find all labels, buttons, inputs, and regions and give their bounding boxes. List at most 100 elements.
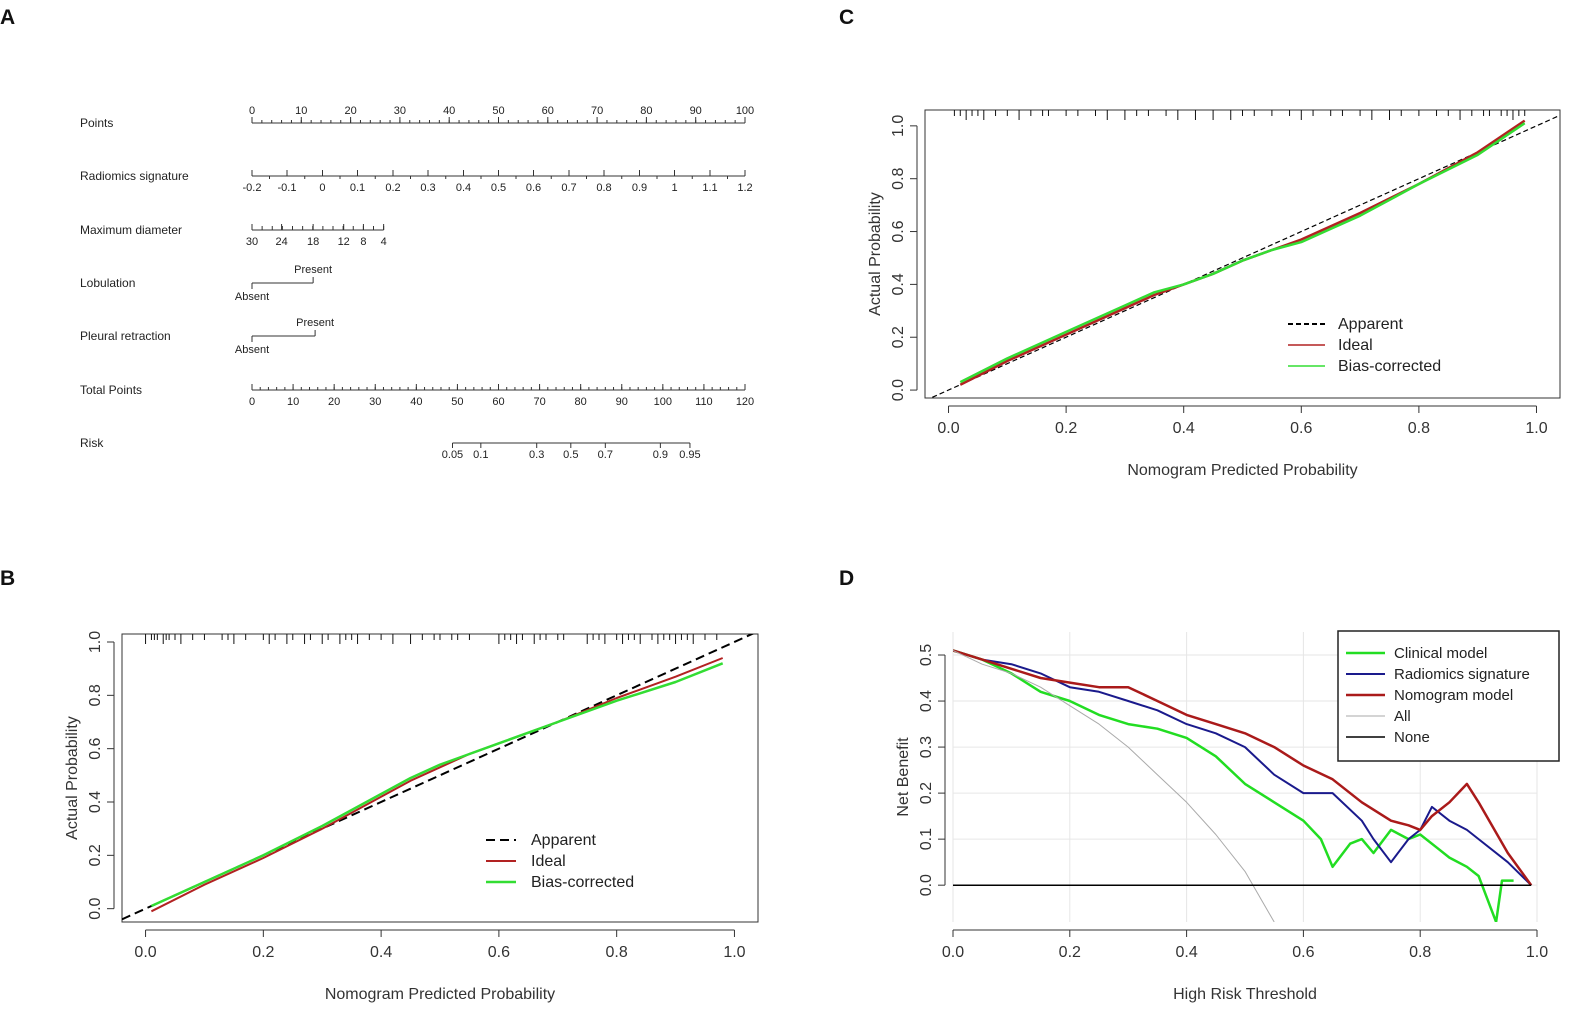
- x-tick-label: 0.0: [937, 420, 959, 437]
- nomogram-tick-label: 12: [338, 236, 350, 248]
- nomogram-tick-label: -0.1: [278, 182, 297, 194]
- x-tick-label: 0.2: [252, 944, 274, 961]
- nomogram-level-label: Absent: [235, 291, 269, 303]
- nomogram-level-label: Present: [294, 264, 332, 276]
- x-tick-label: 1.0: [1526, 944, 1548, 961]
- nomogram-tick-label: 24: [275, 236, 287, 248]
- decision-curve-chart: 0.0 0.2 0.4 0.6 0.8 1.0 0.0 0.1 0.2 0.3 0.4 0.5 High…: [895, 630, 1560, 1003]
- nomogram-tick-label: 0.6: [526, 182, 541, 194]
- nomogram-tick-label: 0.2: [385, 182, 400, 194]
- nomogram-tick-label: 0.5: [563, 449, 578, 461]
- nomogram-tick-label: 0.7: [598, 449, 613, 461]
- nomogram-tick-label: 60: [542, 105, 554, 117]
- series-line-nomogram-model: [953, 649, 1533, 886]
- x-tick-label: 0.2: [1055, 420, 1077, 437]
- nomogram-level-label: Absent: [235, 344, 269, 356]
- legend-label: Radiomics signature: [1394, 666, 1530, 683]
- nomogram-tick-label: 4: [381, 236, 387, 248]
- y-tick-label: 0.5: [918, 644, 935, 666]
- nomogram-tick-label: 80: [575, 396, 587, 408]
- y-tick-label: 0.8: [87, 684, 104, 706]
- legend-label: Bias-corrected: [531, 874, 634, 891]
- x-tick-label: 0.4: [1173, 420, 1195, 437]
- series-line-apparent: [929, 114, 1560, 398]
- nomogram-tick-label: 70: [533, 396, 545, 408]
- nomogram-tick-label: 50: [492, 105, 504, 117]
- series-line-bias-corrected: [150, 662, 724, 908]
- x-axis-title: Nomogram Predicted Probability: [1127, 462, 1357, 479]
- series-line-ideal: [959, 119, 1526, 386]
- calibration-chart-b: 0.0 0.2 0.4 0.6 0.8 1.0 0.0 0.2 0.4 0.6 0.8 1.0 Nomo…: [64, 631, 759, 1003]
- series-line-ideal: [150, 657, 724, 913]
- nomogram-tick-label: 0.05: [442, 449, 463, 461]
- x-tick-label: 0.8: [606, 944, 628, 961]
- nomogram-tick-label: 0.7: [561, 182, 576, 194]
- nomogram-row-label: Maximum diameter: [80, 223, 182, 237]
- nomogram-tick-label: 120: [736, 396, 754, 408]
- series-line-all: [953, 649, 1275, 922]
- nomogram-tick-label: 18: [307, 236, 319, 248]
- legend-label: Clinical model: [1394, 645, 1487, 662]
- nomogram-tick-label: 100: [654, 396, 672, 408]
- y-tick-label: 0.0: [918, 874, 935, 896]
- y-axis-title: Net Benefit: [895, 737, 912, 817]
- nomogram-row-label: Total Points: [80, 383, 142, 397]
- x-tick-label: 0.6: [1292, 944, 1314, 961]
- panel-label-b: B: [0, 567, 15, 590]
- nomogram-tick-label: 0.9: [653, 449, 668, 461]
- y-tick-label: 0.2: [890, 326, 907, 348]
- x-tick-label: 0.6: [1290, 420, 1312, 437]
- nomogram-tick-label: 40: [410, 396, 422, 408]
- legend-label: Bias-corrected: [1338, 358, 1441, 375]
- nomogram-tick-label: 100: [736, 105, 754, 117]
- y-axis-title: Actual Probability: [867, 192, 884, 316]
- legend-label: Apparent: [531, 832, 596, 849]
- nomogram-tick-label: 10: [287, 396, 299, 408]
- y-tick-label: 0.8: [890, 167, 907, 189]
- x-tick-label: 0.8: [1408, 420, 1430, 437]
- nomogram-row-label: Lobulation: [80, 276, 135, 290]
- y-tick-label: 0.4: [890, 273, 907, 295]
- x-tick-label: 1.0: [1525, 420, 1547, 437]
- nomogram-row-label: Radiomics signature: [80, 169, 189, 183]
- nomogram-tick-label: -0.2: [243, 182, 262, 194]
- nomogram-tick-label: 20: [328, 396, 340, 408]
- x-axis-title: High Risk Threshold: [1173, 986, 1317, 1003]
- series-line-bias-corrected: [959, 122, 1526, 384]
- x-tick-label: 1.0: [723, 944, 745, 961]
- nomogram-row-label: Risk: [80, 436, 104, 450]
- y-tick-label: 0.4: [87, 791, 104, 813]
- nomogram-tick-label: 0: [249, 396, 255, 408]
- nomogram-tick-label: 0.3: [529, 449, 544, 461]
- y-tick-label: 0.6: [87, 737, 104, 759]
- y-tick-label: 0.2: [918, 782, 935, 804]
- nomogram-tick-label: 8: [360, 236, 366, 248]
- x-tick-label: 0.4: [370, 944, 392, 961]
- nomogram-tick-label: 0.1: [473, 449, 488, 461]
- nomogram-tick-label: 30: [394, 105, 406, 117]
- nomogram-tick-label: 80: [640, 105, 652, 117]
- nomogram-tick-label: 60: [492, 396, 504, 408]
- y-tick-label: 0.4: [918, 690, 935, 712]
- y-tick-label: 0.3: [918, 736, 935, 758]
- nomogram-tick-label: 30: [369, 396, 381, 408]
- y-axis-title: Actual Probability: [64, 716, 81, 840]
- series-line-radiomics-signature: [953, 649, 1532, 886]
- y-tick-label: 0.6: [890, 220, 907, 242]
- nomogram-tick-label: 70: [591, 105, 603, 117]
- nomogram-tick-label: 1.2: [737, 182, 752, 194]
- legend-label: Apparent: [1338, 316, 1403, 333]
- nomogram-tick-label: 110: [695, 396, 713, 408]
- y-tick-label: 1.0: [87, 631, 104, 653]
- nomogram-tick-label: 50: [451, 396, 463, 408]
- x-tick-label: 0.0: [942, 944, 964, 961]
- nomogram-tick-label: 0.5: [491, 182, 506, 194]
- nomogram-tick-label: 90: [616, 396, 628, 408]
- nomogram-tick-label: 90: [690, 105, 702, 117]
- nomogram-level-label: Present: [296, 317, 334, 329]
- y-tick-label: 0.2: [87, 844, 104, 866]
- nomogram-tick-label: 0: [319, 182, 325, 194]
- legend-label: None: [1394, 729, 1430, 746]
- x-axis-title: Nomogram Predicted Probability: [325, 986, 555, 1003]
- nomogram-tick-label: 0.4: [456, 182, 471, 194]
